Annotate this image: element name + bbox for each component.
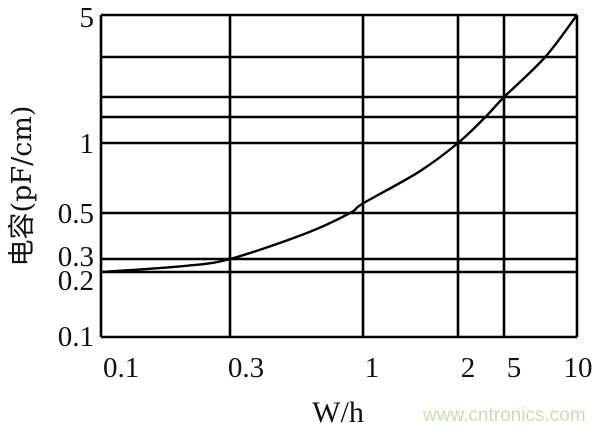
y-tick-label: 0.2 — [58, 265, 94, 297]
x-tick-label: 10 — [564, 352, 593, 384]
y-tick-label: 0.3 — [58, 241, 94, 273]
y-tick-label: 1 — [80, 128, 95, 160]
x-tick-label: 1 — [365, 352, 380, 384]
watermark: www.cntronics.com — [423, 405, 586, 426]
x-tick-label: 2 — [461, 352, 476, 384]
y-axis-label: 电容(pF/cm) — [7, 106, 38, 267]
y-tick-label: 0.1 — [58, 321, 94, 353]
y-tick-label: 5 — [80, 2, 95, 34]
x-tick-label: 0.1 — [103, 352, 139, 384]
x-tick-label: 0.3 — [228, 352, 264, 384]
x-axis-label: W/h — [312, 396, 364, 429]
capacitance-curve — [100, 14, 578, 274]
y-tick-label: 0.5 — [58, 198, 94, 230]
x-tick-label: 5 — [507, 352, 522, 384]
